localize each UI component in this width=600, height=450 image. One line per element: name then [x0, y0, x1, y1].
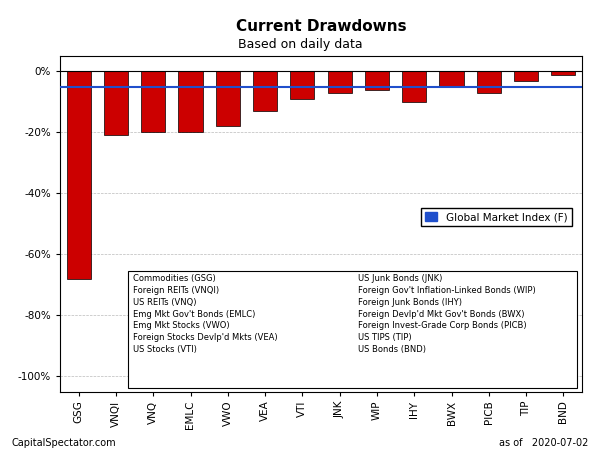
Bar — [104, 72, 128, 135]
Bar — [215, 72, 240, 126]
FancyBboxPatch shape — [128, 271, 577, 388]
Text: Based on daily data: Based on daily data — [238, 38, 362, 51]
Bar — [141, 72, 166, 132]
Bar — [365, 72, 389, 90]
Text: as of   2020-07-02: as of 2020-07-02 — [499, 438, 588, 448]
Bar — [439, 72, 464, 87]
Title: Current Drawdowns: Current Drawdowns — [236, 19, 406, 34]
Bar — [476, 72, 501, 93]
Bar — [514, 72, 538, 81]
Text: CapitalSpectator.com: CapitalSpectator.com — [12, 438, 116, 448]
Legend: Global Market Index (F): Global Market Index (F) — [421, 208, 572, 226]
Text: Commodities (GSG)
Foreign REITs (VNQI)
US REITs (VNQ)
Emg Mkt Gov't Bonds (EMLC): Commodities (GSG) Foreign REITs (VNQI) U… — [133, 274, 278, 354]
Bar — [178, 72, 203, 132]
Bar — [402, 72, 427, 102]
Bar — [253, 72, 277, 111]
Text: US Junk Bonds (JNK)
Foreign Gov't Inflation-Linked Bonds (WIP)
Foreign Junk Bond: US Junk Bonds (JNK) Foreign Gov't Inflat… — [358, 274, 535, 354]
Bar — [290, 72, 314, 99]
Bar — [551, 72, 575, 75]
Bar — [328, 72, 352, 93]
Bar — [67, 72, 91, 279]
